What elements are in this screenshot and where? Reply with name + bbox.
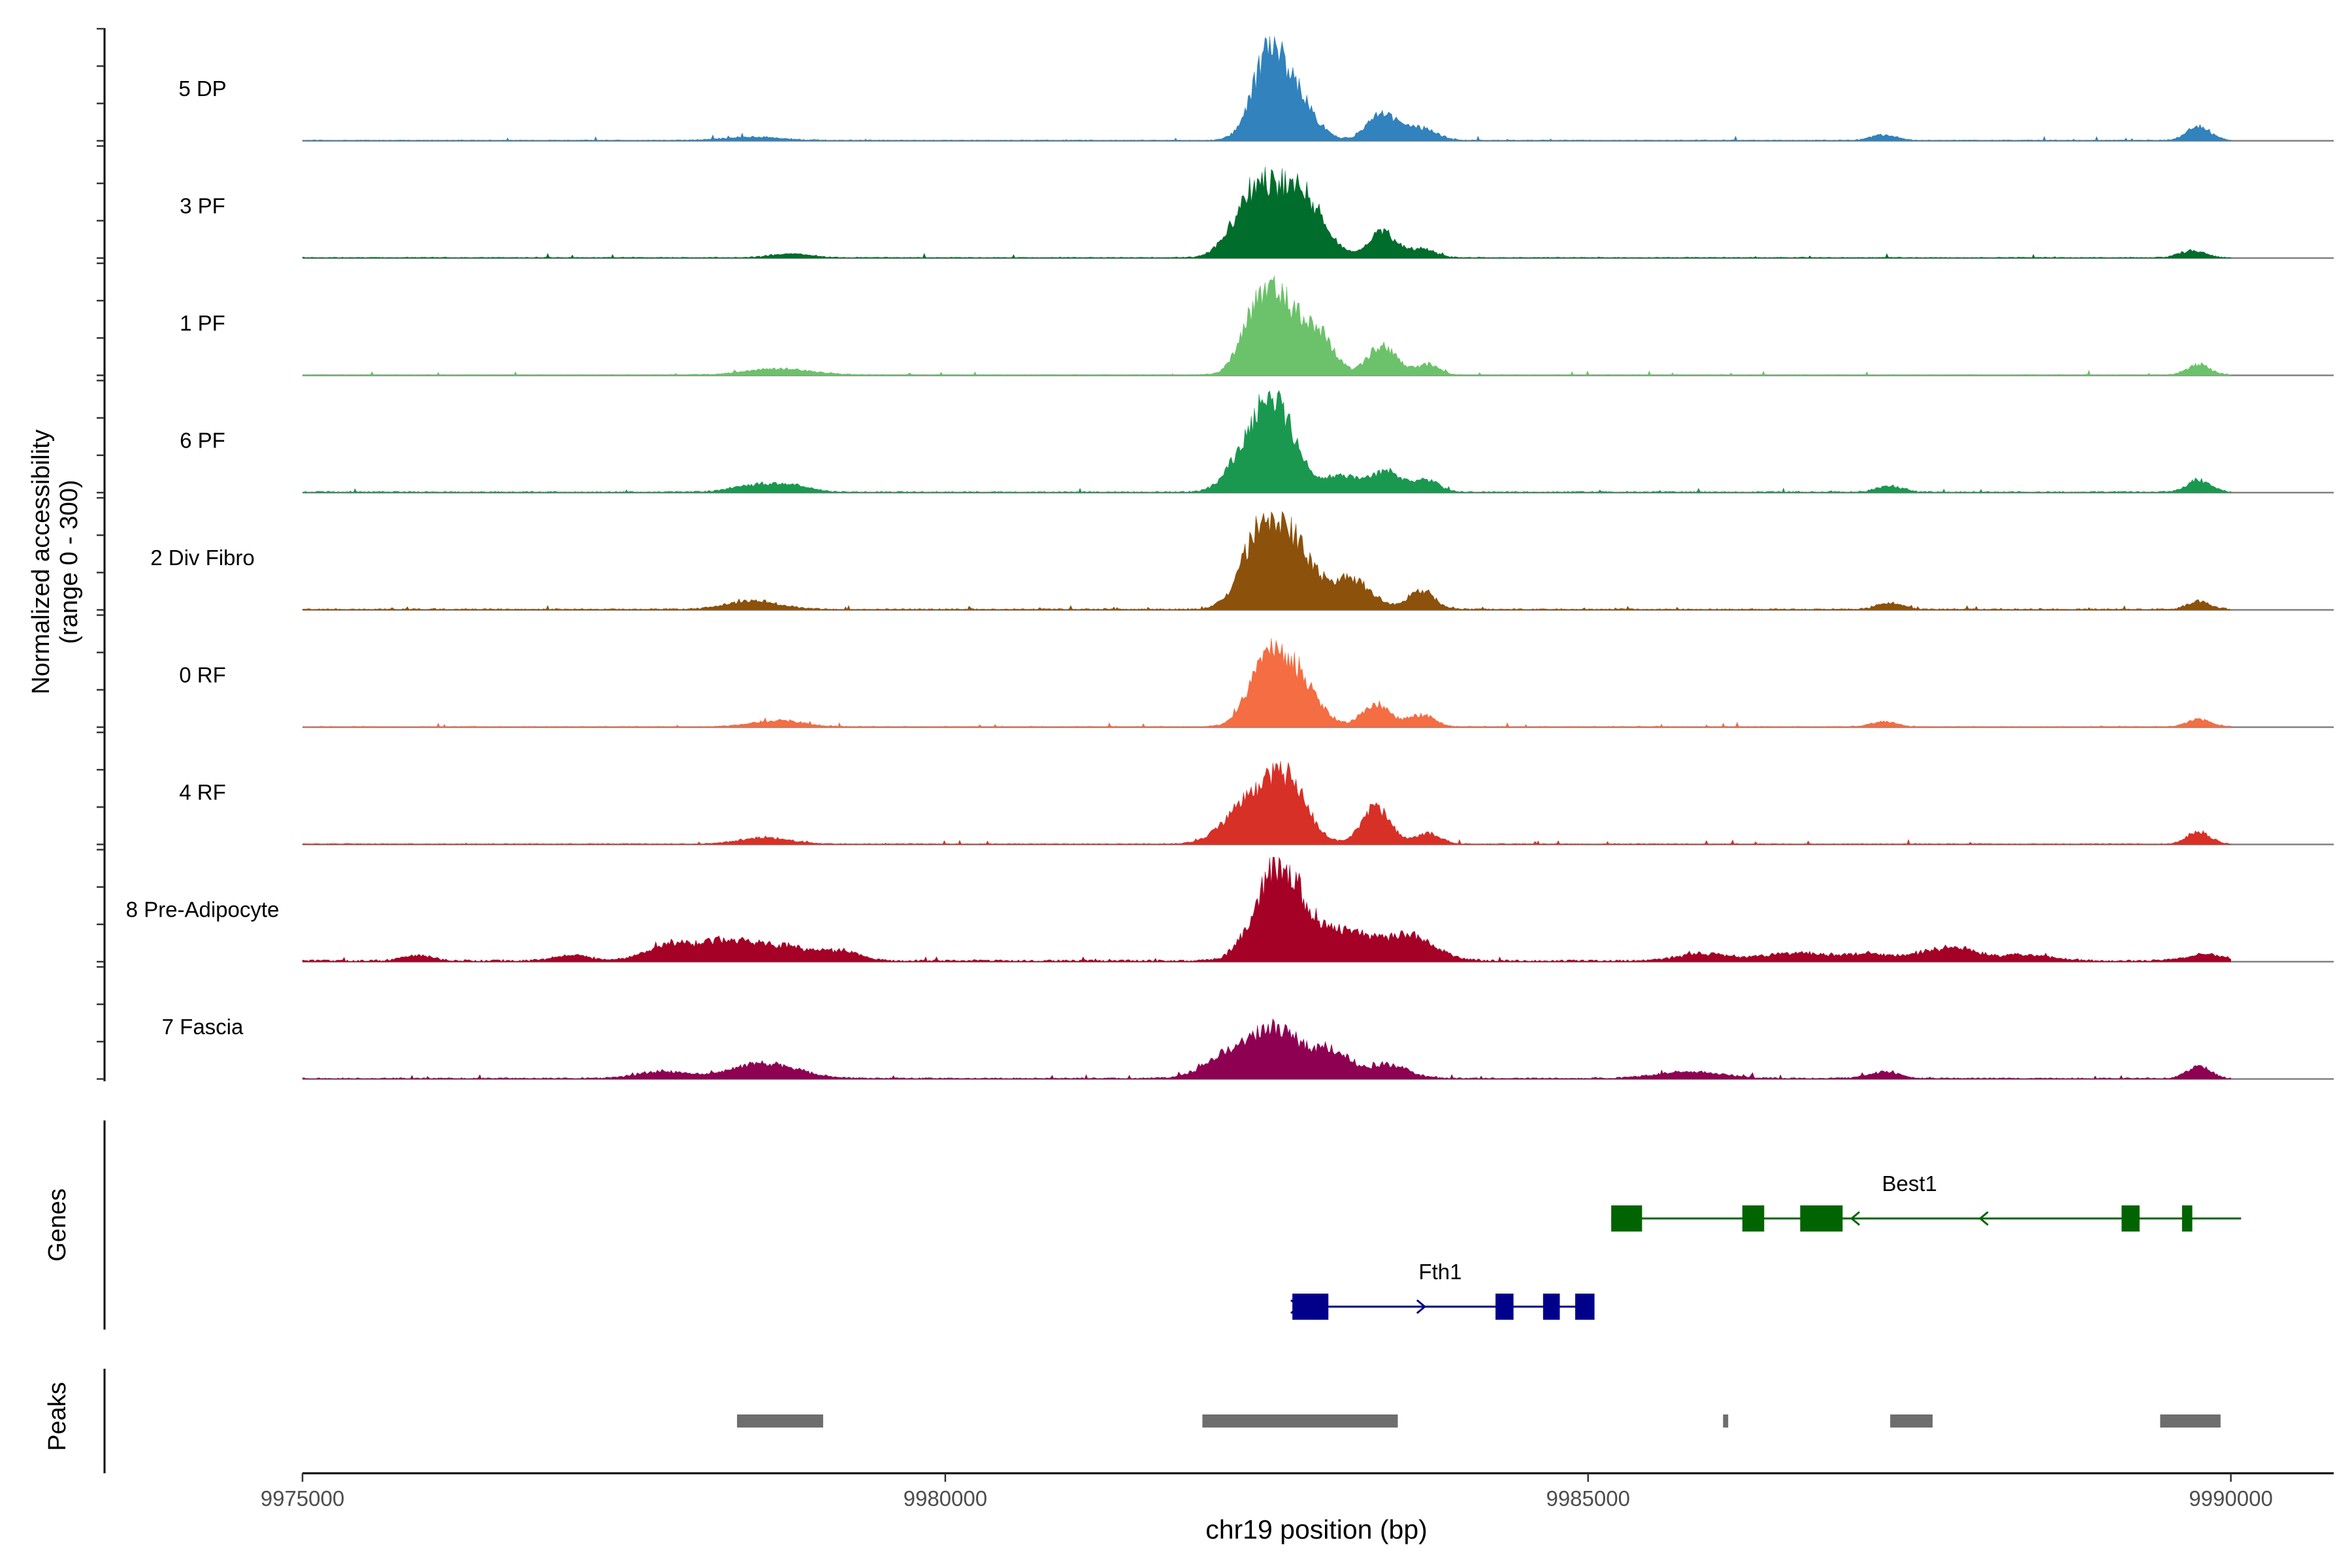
x-tick-label: 9980000 — [904, 1486, 987, 1511]
track-4-rf: 4 RF — [179, 760, 2334, 845]
track-label-6-pf: 6 PF — [180, 429, 225, 453]
track-label-7-fascia: 7 Fascia — [162, 1015, 244, 1039]
track-label-2-div-fibro: 2 Div Fibro — [150, 546, 255, 570]
exon — [2121, 1205, 2140, 1232]
exon — [1611, 1205, 1642, 1232]
gene-fth1: Fth1 — [1290, 1260, 1595, 1320]
track-label-0-rf: 0 RF — [179, 663, 226, 687]
gene-label-fth1: Fth1 — [1418, 1260, 1462, 1284]
track-2-div-fibro: 2 Div Fibro — [150, 511, 2334, 611]
peak-region — [1890, 1414, 1933, 1428]
track-5-dp: 5 DP — [178, 36, 2334, 142]
x-tick-label: 9985000 — [1546, 1486, 1629, 1511]
track-3-pf: 3 PF — [180, 167, 2334, 259]
gene-track: Best1 Fth1 — [1290, 1171, 2242, 1320]
y-axes — [97, 27, 106, 1473]
exon — [1742, 1205, 1765, 1232]
track-0-rf: 0 RF — [179, 638, 2334, 728]
strand-arrow — [1416, 1299, 1427, 1315]
gene-best1: Best1 — [1611, 1171, 2242, 1232]
gene-label-best1: Best1 — [1882, 1171, 1936, 1196]
track-label-4-rf: 4 RF — [179, 780, 226, 804]
coverage-tracks: 5 DP 3 PF 1 PF 6 PF 2 Div Fibro 0 RF 4 RF 8 Pre… — [126, 36, 2334, 1080]
coverage-area-3-pf — [302, 167, 2231, 259]
x-axis-title: chr19 position (bp) — [1205, 1514, 1428, 1544]
y-axis-range: (range 0 - 300) — [56, 480, 83, 644]
peak-region — [737, 1414, 823, 1428]
x-tick-label: 9990000 — [2189, 1486, 2272, 1511]
strand-arrow — [1850, 1211, 1861, 1226]
track-8-pre-adipocyte: 8 Pre-Adipocyte — [126, 857, 2334, 963]
strand-arrow — [1978, 1211, 1989, 1226]
peak-region — [1202, 1414, 1398, 1428]
coverage-area-8-pre-adipocyte — [302, 857, 2231, 962]
coverage-area-5-dp — [302, 36, 2231, 141]
track-label-1-pf: 1 PF — [180, 311, 225, 335]
genes-label: Genes — [44, 1188, 71, 1262]
track-label-5-dp: 5 DP — [178, 76, 226, 101]
track-6-pf: 6 PF — [180, 390, 2334, 494]
track-1-pf: 1 PF — [180, 275, 2334, 376]
peak-region — [1723, 1414, 1729, 1428]
coverage-area-1-pf — [302, 275, 2231, 376]
coverage-area-4-rf — [302, 760, 2231, 845]
strand-arrow — [1290, 1299, 1301, 1315]
peaks-label: Peaks — [44, 1382, 71, 1451]
exon — [2181, 1205, 2193, 1232]
track-label-3-pf: 3 PF — [180, 194, 225, 218]
x-axis: 9975000 9980000 9985000 9990000 — [261, 1472, 2334, 1511]
y-axis-title: Normalized accessibility — [27, 429, 55, 694]
track-7-fascia: 7 Fascia — [162, 1015, 2334, 1080]
coverage-area-7-fascia — [302, 1018, 2231, 1079]
coverage-area-0-rf — [302, 638, 2231, 728]
track-label-8-pre-adipocyte: 8 Pre-Adipocyte — [126, 898, 280, 922]
exon — [1495, 1294, 1514, 1320]
exon — [1800, 1205, 1843, 1232]
peak-region — [2160, 1414, 2221, 1428]
peak-track — [737, 1414, 2221, 1428]
exon — [1575, 1294, 1595, 1320]
coverage-area-2-div-fibro — [302, 511, 2231, 610]
x-tick-label: 9975000 — [261, 1486, 344, 1511]
coverage-area-6-pf — [302, 390, 2231, 493]
exon — [1543, 1294, 1560, 1320]
